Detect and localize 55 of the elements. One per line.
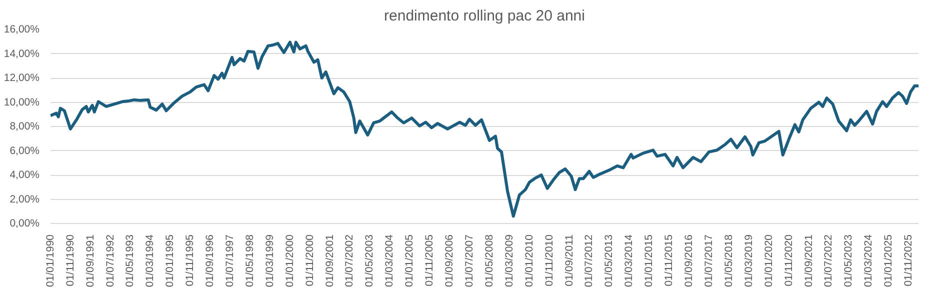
x-tick-label: 01/05/1998 (244, 234, 256, 288)
x-tick-label: 01/05/2023 (842, 234, 855, 288)
x-tick-label: 01/05/1993 (124, 234, 136, 288)
x-tick-label: 01/01/1990 (44, 234, 56, 288)
line-series (50, 40, 918, 218)
x-tick-label: 01/09/2006 (444, 234, 456, 288)
x-tick-label: 01/01/2000 (284, 234, 296, 288)
x-tick-label: 01/11/2005 (424, 234, 436, 286)
x-tick-label: 01/03/1999 (264, 234, 276, 288)
y-tick-label: 12,00% (4, 72, 40, 84)
x-tick-label: 01/01/2020 (762, 234, 775, 288)
x-tick-label: 01/07/2017 (702, 234, 715, 288)
y-tick-label: 2,00% (10, 193, 40, 206)
y-tick-label: 4,00% (10, 169, 40, 181)
x-tick-label: 01/05/2018 (722, 234, 735, 288)
x-tick-label: 01/07/2022 (822, 234, 835, 288)
x-tick-label: 01/11/2015 (663, 234, 676, 286)
y-tick-label: 14,00% (4, 48, 40, 60)
x-tick-label: 01/05/2003 (364, 234, 376, 288)
chart-title: rendimento rolling pac 20 anni (384, 8, 585, 24)
x-tick-label: 01/11/2010 (543, 234, 556, 286)
x-tick-label: 01/09/1996 (204, 234, 216, 288)
x-tick-label: 01/09/2021 (802, 234, 815, 288)
x-tick-label: 01/07/2012 (583, 234, 596, 288)
x-tick-label: 01/03/1994 (144, 234, 156, 288)
x-tick-label: 01/11/2025 (902, 234, 915, 286)
x-tick-label: 01/03/2009 (503, 234, 516, 288)
x-tick-label: 01/01/2015 (643, 234, 656, 288)
y-tick-label: 0,00% (10, 218, 40, 230)
x-tick-label: 01/01/1995 (164, 234, 176, 288)
x-tick-label: 01/11/2020 (782, 234, 795, 286)
x-tick-label: 01/03/2014 (623, 234, 636, 288)
y-tick-label: 8,00% (10, 120, 40, 132)
x-tick-label: 01/05/2013 (603, 234, 616, 288)
x-tick-label: 01/05/2008 (483, 234, 496, 288)
x-tick-label: 01/09/2011 (563, 234, 576, 286)
x-tick-label: 01/03/2004 (384, 234, 396, 288)
x-tick-label: 01/07/2002 (344, 234, 356, 288)
x-tick-label: 01/11/1990 (64, 234, 76, 286)
x-tick-label: 01/11/2000 (304, 234, 316, 286)
y-tick-label: 16,00% (4, 24, 40, 36)
x-tick-label: 01/09/2001 (324, 234, 336, 288)
x-tick-label: 01/01/2005 (404, 234, 416, 288)
x-tick-label: 01/11/1995 (184, 234, 196, 286)
x-tick-label: 01/03/2024 (862, 234, 875, 288)
x-tick-label: 01/07/1992 (104, 234, 116, 288)
x-tick-label: 01/09/2016 (683, 234, 696, 288)
y-tick-label: 6,00% (10, 144, 40, 157)
x-tick-label: 01/01/2025 (882, 234, 895, 288)
y-tick-label: 10,00% (4, 96, 40, 108)
x-tick-label: 01/07/2007 (463, 234, 476, 288)
x-tick-label: 01/01/2010 (523, 234, 536, 288)
x-tick-label: 01/03/2019 (742, 234, 755, 288)
x-tick-label: 01/09/1991 (84, 234, 96, 288)
x-tick-label: 01/07/1997 (224, 234, 236, 288)
